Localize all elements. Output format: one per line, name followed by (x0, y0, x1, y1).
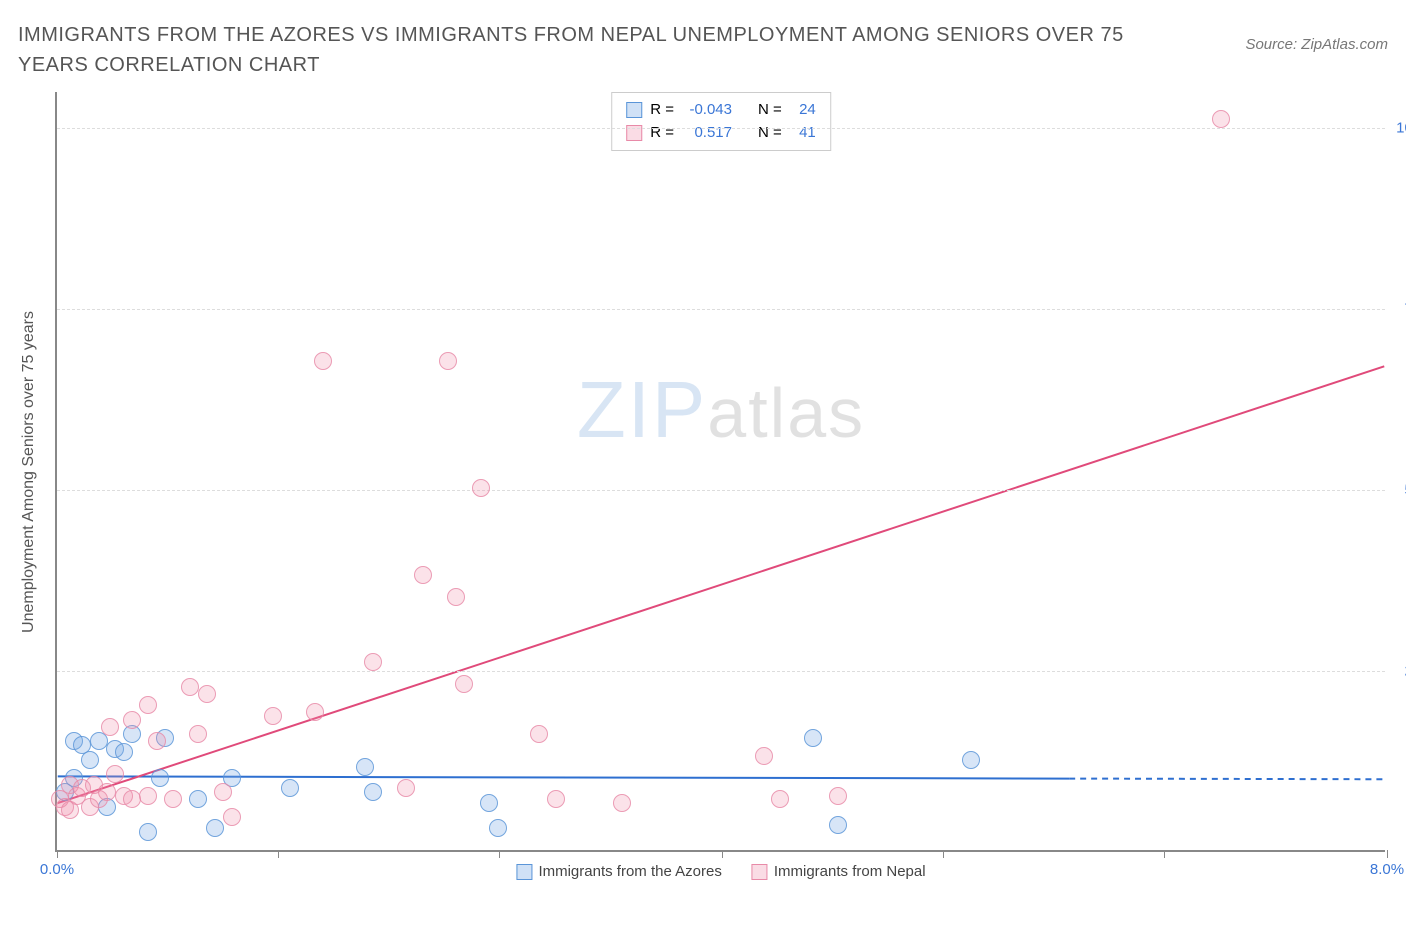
gridline (57, 128, 1385, 129)
scatter-point (314, 352, 332, 370)
r-value-nepal: 0.517 (682, 122, 732, 145)
scatter-point (530, 725, 548, 743)
swatch-azores (626, 102, 642, 118)
scatter-point (480, 794, 498, 812)
scatter-point (364, 783, 382, 801)
source-attribution: Source: ZipAtlas.com (1245, 36, 1388, 53)
scatter-point (106, 765, 124, 783)
scatter-point (264, 707, 282, 725)
swatch-nepal (626, 125, 642, 141)
stats-row-azores: R = -0.043 N = 24 (626, 99, 816, 122)
y-tick-label: 25.0% (1392, 663, 1406, 680)
scatter-point (613, 794, 631, 812)
r-label: R = (650, 99, 674, 122)
chart-title: IMMIGRANTS FROM THE AZORES VS IMMIGRANTS… (18, 20, 1168, 80)
scatter-point (414, 566, 432, 584)
watermark-atlas: atlas (707, 373, 865, 453)
r-value-azores: -0.043 (682, 99, 732, 122)
gridline (57, 671, 1385, 672)
scatter-point (397, 779, 415, 797)
correlation-stats-box: R = -0.043 N = 24 R = 0.517 N = 41 (611, 92, 831, 151)
x-tick-label: 0.0% (40, 861, 74, 878)
scatter-point (771, 790, 789, 808)
legend-label-azores: Immigrants from the Azores (538, 863, 721, 880)
stats-row-nepal: R = 0.517 N = 41 (626, 122, 816, 145)
scatter-point (139, 696, 157, 714)
x-tick (499, 850, 500, 858)
swatch-azores-legend (516, 864, 532, 880)
scatter-point (139, 787, 157, 805)
scatter-point (115, 743, 133, 761)
y-tick-label: 75.0% (1392, 301, 1406, 318)
legend-item-azores: Immigrants from the Azores (516, 863, 721, 880)
scatter-chart: ZIPatlas R = -0.043 N = 24 R = 0.517 N =… (55, 92, 1385, 852)
scatter-point (198, 685, 216, 703)
scatter-point (123, 711, 141, 729)
y-tick-label: 100.0% (1392, 120, 1406, 137)
scatter-point (804, 729, 822, 747)
scatter-point (81, 751, 99, 769)
scatter-point (455, 675, 473, 693)
scatter-point (98, 783, 116, 801)
gridline (57, 490, 1385, 491)
x-tick (943, 850, 944, 858)
n-value-nepal: 41 (790, 122, 816, 145)
legend-item-nepal: Immigrants from Nepal (752, 863, 926, 880)
gridline (57, 309, 1385, 310)
x-tick-label: 8.0% (1370, 861, 1404, 878)
n-value-azores: 24 (790, 99, 816, 122)
scatter-point (447, 588, 465, 606)
scatter-point (547, 790, 565, 808)
scatter-point (148, 732, 166, 750)
scatter-point (364, 653, 382, 671)
scatter-point (489, 819, 507, 837)
x-tick (278, 850, 279, 858)
scatter-point (206, 819, 224, 837)
x-tick (1387, 850, 1388, 858)
y-axis-label-container: Unemployment Among Seniors over 75 years (14, 92, 44, 852)
scatter-point (189, 725, 207, 743)
scatter-point (123, 790, 141, 808)
scatter-point (151, 769, 169, 787)
scatter-point (214, 783, 232, 801)
scatter-point (1212, 110, 1230, 128)
scatter-point (755, 747, 773, 765)
swatch-nepal-legend (752, 864, 768, 880)
scatter-point (90, 732, 108, 750)
scatter-point (101, 718, 119, 736)
scatter-point (829, 816, 847, 834)
scatter-point (281, 779, 299, 797)
legend: Immigrants from the Azores Immigrants fr… (516, 863, 925, 880)
scatter-point (139, 823, 157, 841)
scatter-point (472, 479, 490, 497)
scatter-point (439, 352, 457, 370)
y-tick-label: 50.0% (1392, 482, 1406, 499)
scatter-point (189, 790, 207, 808)
x-tick (57, 850, 58, 858)
y-axis-label: Unemployment Among Seniors over 75 years (20, 311, 38, 633)
r-label: R = (650, 122, 674, 145)
scatter-point (962, 751, 980, 769)
trendlines-svg (57, 92, 1385, 850)
scatter-point (829, 787, 847, 805)
n-label: N = (758, 122, 782, 145)
scatter-point (181, 678, 199, 696)
scatter-point (356, 758, 374, 776)
x-tick (1164, 850, 1165, 858)
scatter-point (164, 790, 182, 808)
watermark: ZIPatlas (577, 364, 865, 456)
scatter-point (306, 703, 324, 721)
legend-label-nepal: Immigrants from Nepal (774, 863, 926, 880)
watermark-zip: ZIP (577, 364, 707, 456)
x-tick (722, 850, 723, 858)
scatter-point (223, 808, 241, 826)
n-label: N = (758, 99, 782, 122)
